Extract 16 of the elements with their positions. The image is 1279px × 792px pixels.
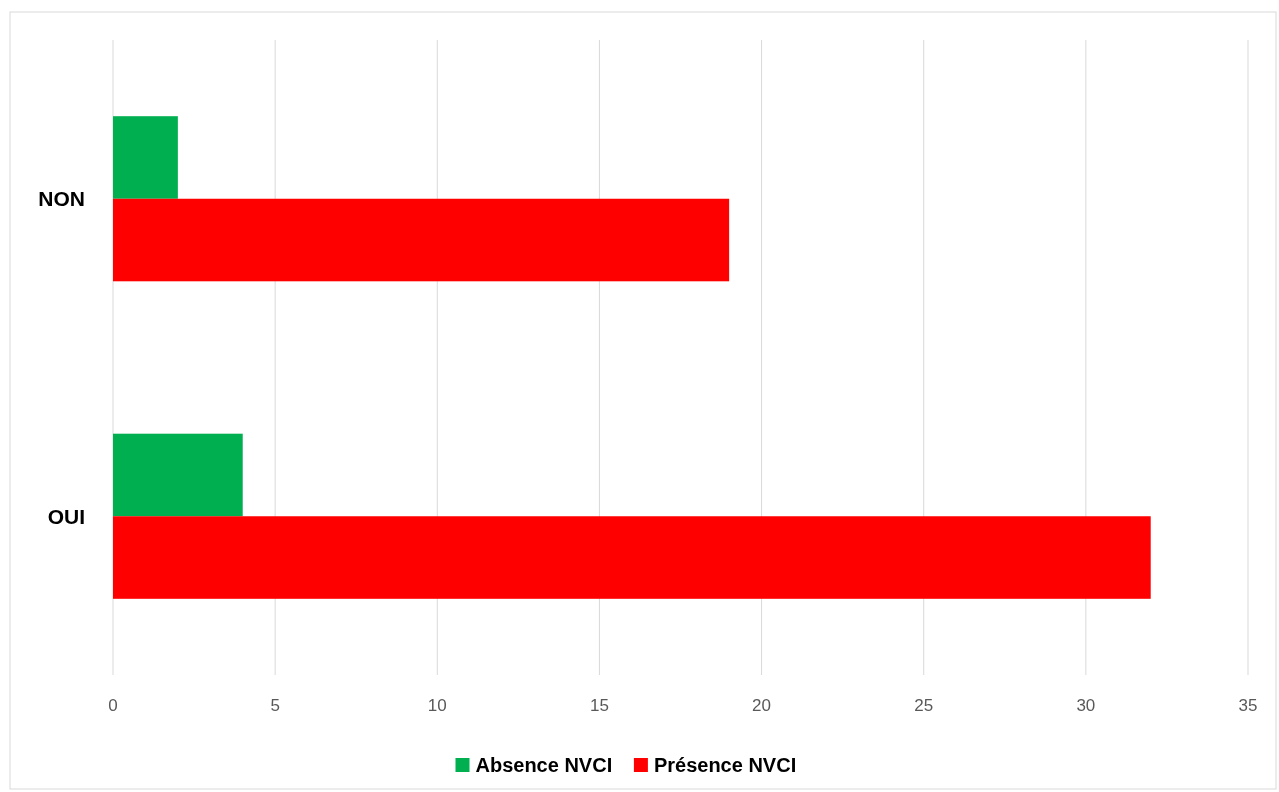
y-tick-label: NON [38, 187, 85, 211]
legend-label: Absence NVCI [475, 754, 613, 776]
x-tick-label: 15 [589, 696, 609, 715]
y-tick-label: OUI [47, 504, 85, 528]
x-tick-label: 25 [914, 696, 934, 715]
legend-label: Présence NVCI [653, 754, 797, 776]
x-tick-label: 35 [1238, 696, 1258, 715]
x-tick-label: 30 [1076, 696, 1096, 715]
bar [113, 116, 178, 199]
bar [113, 198, 730, 282]
x-tick-label: 20 [752, 696, 772, 715]
x-tick-label: 5 [270, 696, 280, 715]
x-tick-label: 10 [427, 696, 447, 715]
bar [113, 433, 243, 517]
bar [113, 516, 1151, 599]
x-tick-label: 0 [108, 696, 118, 715]
